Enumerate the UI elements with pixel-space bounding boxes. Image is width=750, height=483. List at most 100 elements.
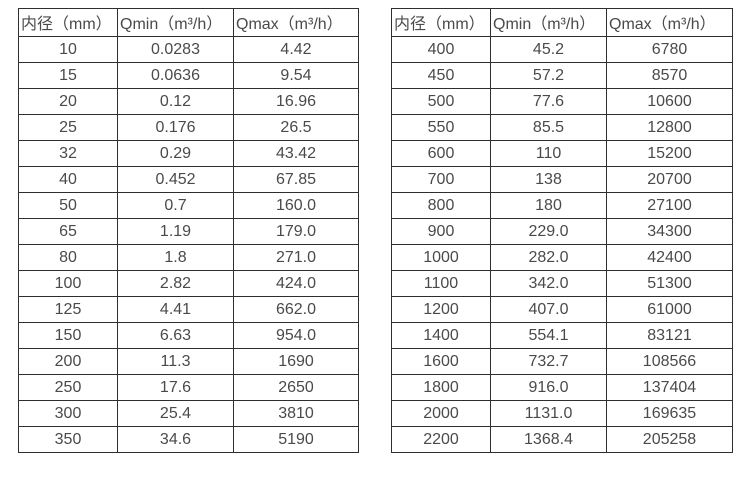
cell-qmin: 77.6 bbox=[490, 88, 607, 115]
cell-qmin: 25.4 bbox=[117, 400, 234, 427]
table-row: 100 2.82 424.0 bbox=[18, 270, 359, 297]
cell-qmax: 160.0 bbox=[233, 192, 359, 219]
header-qmin: Qmin（m³/h） bbox=[117, 8, 234, 37]
table-row: 40 0.452 67.85 bbox=[18, 166, 359, 193]
cell-diameter: 80 bbox=[18, 244, 118, 271]
cell-qmax: 42400 bbox=[606, 244, 733, 271]
cell-qmax: 9.54 bbox=[233, 62, 359, 89]
cell-qmax: 424.0 bbox=[233, 270, 359, 297]
cell-diameter: 1400 bbox=[391, 322, 491, 349]
header-diameter: 内径（mm） bbox=[391, 8, 491, 37]
cell-qmin: 57.2 bbox=[490, 62, 607, 89]
cell-qmin: 229.0 bbox=[490, 218, 607, 245]
cell-diameter: 1100 bbox=[391, 270, 491, 297]
cell-qmin: 1.19 bbox=[117, 218, 234, 245]
cell-qmax: 26.5 bbox=[233, 114, 359, 141]
table-row: 500 77.6 10600 bbox=[391, 88, 733, 115]
table-row: 550 85.5 12800 bbox=[391, 114, 733, 141]
table-row: 1800 916.0 137404 bbox=[391, 374, 733, 401]
table-row: 80 1.8 271.0 bbox=[18, 244, 359, 271]
cell-diameter: 2000 bbox=[391, 400, 491, 427]
header-row: 内径（mm） Qmin（m³/h） Qmax（m³/h） bbox=[391, 8, 733, 37]
cell-qmax: 27100 bbox=[606, 192, 733, 219]
table-row: 800 180 27100 bbox=[391, 192, 733, 219]
cell-diameter: 32 bbox=[18, 140, 118, 167]
cell-qmin: 0.29 bbox=[117, 140, 234, 167]
cell-diameter: 150 bbox=[18, 322, 118, 349]
table-row: 15 0.0636 9.54 bbox=[18, 62, 359, 89]
cell-diameter: 25 bbox=[18, 114, 118, 141]
cell-diameter: 600 bbox=[391, 140, 491, 167]
cell-qmin: 407.0 bbox=[490, 296, 607, 323]
table-row: 350 34.6 5190 bbox=[18, 426, 359, 453]
cell-qmax: 662.0 bbox=[233, 296, 359, 323]
cell-diameter: 300 bbox=[18, 400, 118, 427]
cell-qmax: 16.96 bbox=[233, 88, 359, 115]
cell-diameter: 900 bbox=[391, 218, 491, 245]
cell-diameter: 65 bbox=[18, 218, 118, 245]
cell-qmax: 51300 bbox=[606, 270, 733, 297]
cell-qmin: 180 bbox=[490, 192, 607, 219]
flow-table-small-diameters: 内径（mm） Qmin（m³/h） Qmax（m³/h） 10 0.0283 4.4… bbox=[18, 8, 359, 453]
cell-qmax: 34300 bbox=[606, 218, 733, 245]
cell-qmax: 954.0 bbox=[233, 322, 359, 349]
cell-diameter: 200 bbox=[18, 348, 118, 375]
cell-qmax: 108566 bbox=[606, 348, 733, 375]
cell-diameter: 125 bbox=[18, 296, 118, 323]
cell-qmax: 3810 bbox=[233, 400, 359, 427]
cell-qmin: 110 bbox=[490, 140, 607, 167]
cell-qmax: 15200 bbox=[606, 140, 733, 167]
cell-diameter: 800 bbox=[391, 192, 491, 219]
cell-qmax: 67.85 bbox=[233, 166, 359, 193]
table-row: 150 6.63 954.0 bbox=[18, 322, 359, 349]
cell-qmin: 138 bbox=[490, 166, 607, 193]
table-row: 450 57.2 8570 bbox=[391, 62, 733, 89]
table-row: 25 0.176 26.5 bbox=[18, 114, 359, 141]
table-row: 1100 342.0 51300 bbox=[391, 270, 733, 297]
cell-qmin: 11.3 bbox=[117, 348, 234, 375]
header-diameter: 内径（mm） bbox=[18, 8, 118, 37]
cell-qmin: 4.41 bbox=[117, 296, 234, 323]
cell-qmin: 0.7 bbox=[117, 192, 234, 219]
cell-qmax: 10600 bbox=[606, 88, 733, 115]
cell-qmax: 6780 bbox=[606, 36, 733, 63]
table-row: 65 1.19 179.0 bbox=[18, 218, 359, 245]
table-row: 400 45.2 6780 bbox=[391, 36, 733, 63]
cell-diameter: 550 bbox=[391, 114, 491, 141]
cell-qmax: 12800 bbox=[606, 114, 733, 141]
table-row: 32 0.29 43.42 bbox=[18, 140, 359, 167]
table-row: 1400 554.1 83121 bbox=[391, 322, 733, 349]
cell-diameter: 400 bbox=[391, 36, 491, 63]
cell-qmin: 1368.4 bbox=[490, 426, 607, 453]
cell-diameter: 2200 bbox=[391, 426, 491, 453]
cell-diameter: 350 bbox=[18, 426, 118, 453]
tables-wrap: 内径（mm） Qmin（m³/h） Qmax（m³/h） 10 0.0283 4.4… bbox=[18, 8, 750, 453]
cell-qmin: 1131.0 bbox=[490, 400, 607, 427]
table-row: 600 110 15200 bbox=[391, 140, 733, 167]
cell-qmax: 179.0 bbox=[233, 218, 359, 245]
cell-qmax: 83121 bbox=[606, 322, 733, 349]
table-head: 内径（mm） Qmin（m³/h） Qmax（m³/h） bbox=[18, 8, 359, 37]
cell-qmax: 8570 bbox=[606, 62, 733, 89]
cell-qmax: 1690 bbox=[233, 348, 359, 375]
cell-qmin: 554.1 bbox=[490, 322, 607, 349]
cell-qmin: 282.0 bbox=[490, 244, 607, 271]
cell-qmin: 0.176 bbox=[117, 114, 234, 141]
cell-diameter: 40 bbox=[18, 166, 118, 193]
cell-qmin: 0.452 bbox=[117, 166, 234, 193]
table-row: 50 0.7 160.0 bbox=[18, 192, 359, 219]
table-row: 1200 407.0 61000 bbox=[391, 296, 733, 323]
cell-qmin: 85.5 bbox=[490, 114, 607, 141]
table-row: 2000 1131.0 169635 bbox=[391, 400, 733, 427]
cell-qmin: 732.7 bbox=[490, 348, 607, 375]
cell-diameter: 15 bbox=[18, 62, 118, 89]
cell-qmin: 17.6 bbox=[117, 374, 234, 401]
cell-diameter: 10 bbox=[18, 36, 118, 63]
table-head: 内径（mm） Qmin（m³/h） Qmax（m³/h） bbox=[391, 8, 733, 37]
table-row: 200 11.3 1690 bbox=[18, 348, 359, 375]
cell-qmin: 1.8 bbox=[117, 244, 234, 271]
cell-qmax: 271.0 bbox=[233, 244, 359, 271]
table-row: 1000 282.0 42400 bbox=[391, 244, 733, 271]
cell-diameter: 1600 bbox=[391, 348, 491, 375]
cell-diameter: 1200 bbox=[391, 296, 491, 323]
